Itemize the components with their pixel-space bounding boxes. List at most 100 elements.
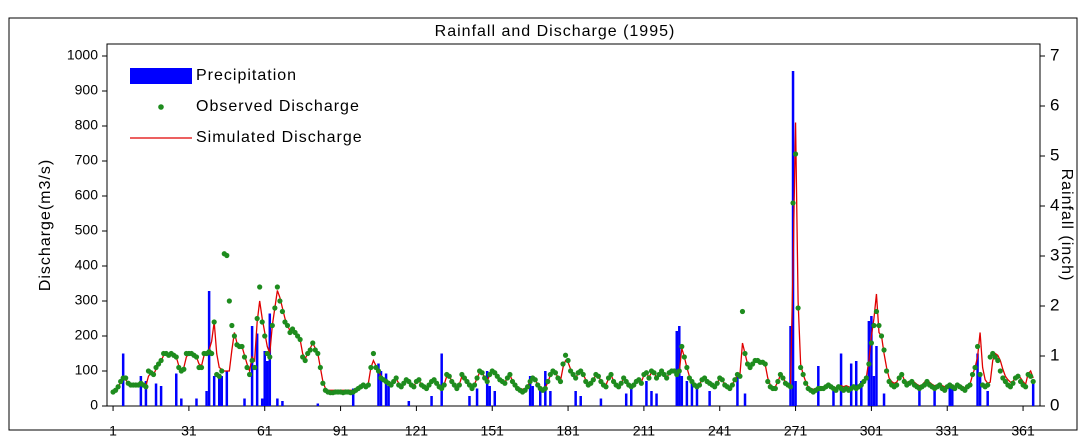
precipitation-bar: [708, 391, 711, 406]
x-tick-label: 331: [936, 423, 960, 439]
y-tick-label: 700: [75, 152, 99, 168]
y2-tick-label: 4: [1050, 195, 1059, 214]
precipitation-bar: [951, 388, 954, 406]
precipitation-bar: [379, 371, 383, 406]
observed-point: [284, 322, 291, 329]
x-tick-label: 211: [633, 423, 656, 439]
observed-point: [252, 364, 258, 371]
observed-point: [972, 364, 978, 371]
observed-point: [1015, 373, 1021, 379]
x-tick-label: 181: [556, 423, 580, 439]
precipitation-bar: [250, 326, 254, 406]
observed-point: [795, 305, 801, 311]
precipitation-bar: [260, 398, 264, 406]
observed-point: [231, 333, 237, 339]
y2-tick-label: 5: [1050, 145, 1059, 164]
observed-point: [969, 371, 976, 378]
observed-point: [977, 371, 983, 378]
observed-point: [866, 361, 872, 367]
precipitation-bar: [918, 386, 921, 406]
observed-point: [370, 350, 377, 357]
observed-point: [565, 357, 571, 364]
precipitation-bar: [1031, 381, 1035, 406]
observed-point: [772, 385, 778, 392]
x-tick-label: 61: [257, 423, 273, 439]
precipitation-bar: [263, 351, 266, 406]
observed-point: [272, 305, 278, 311]
observed-point: [1028, 373, 1034, 379]
precipitation-bar: [948, 383, 952, 406]
y2-tick-label: 1: [1050, 345, 1059, 364]
observed-point: [368, 364, 374, 371]
observed-point: [411, 384, 417, 390]
observed-point: [150, 371, 157, 378]
legend-swatch: [130, 68, 192, 84]
x-tick-label: 151: [481, 423, 505, 439]
precipitation-bar: [680, 376, 684, 406]
precipitation-bar: [978, 376, 982, 406]
observed-point: [502, 380, 508, 386]
observed-point: [542, 385, 548, 392]
observed-point: [899, 371, 905, 378]
observed-point: [798, 364, 804, 371]
y-tick-label: 600: [75, 187, 99, 203]
observed-point: [876, 322, 882, 329]
observed-point: [739, 308, 746, 315]
y2-tick-label: 7: [1050, 45, 1059, 64]
observed-point: [883, 368, 890, 374]
precipitation-bar: [695, 386, 699, 406]
precipitation-bar: [217, 378, 221, 406]
observed-point: [696, 382, 703, 388]
precipitation-bar: [870, 316, 873, 406]
precipitation-bar: [685, 381, 689, 406]
observed-point: [226, 298, 232, 304]
precipitation-bar: [933, 391, 936, 406]
observed-point: [676, 368, 682, 374]
observed-point: [729, 382, 735, 388]
observed-point: [471, 382, 478, 388]
observed-point: [873, 308, 880, 315]
precipitation-bar: [539, 391, 542, 406]
observed-point: [484, 378, 490, 385]
observed-point: [241, 354, 248, 360]
legend-label: Precipitation: [196, 67, 297, 84]
precipitation-bar: [655, 393, 658, 406]
x-tick-label: 121: [405, 423, 429, 439]
precipitation-bar: [195, 398, 198, 406]
observed-point: [115, 384, 121, 390]
plot-area: [110, 71, 1036, 406]
observed-point: [229, 322, 235, 329]
observed-point: [775, 378, 781, 385]
precipitation-bar: [276, 398, 279, 406]
observed-point: [868, 340, 874, 346]
precipitation-bar: [243, 398, 246, 406]
observed-point: [211, 319, 217, 325]
observed-point: [198, 364, 205, 371]
observed-point: [246, 371, 253, 378]
observed-point: [1010, 380, 1016, 386]
x-tick-label: 361: [1011, 423, 1035, 439]
observed-point: [277, 298, 283, 304]
observed-point: [267, 354, 273, 360]
precipitation-bar: [986, 391, 989, 406]
observed-point: [878, 333, 885, 339]
observed-point: [302, 357, 308, 364]
precipitation-bar: [205, 391, 208, 406]
precipitation-bar: [281, 401, 284, 406]
precipitation-bar: [384, 373, 388, 406]
observed-point: [474, 375, 480, 381]
observed-point: [320, 380, 326, 386]
precipitation-bar: [528, 376, 532, 406]
y2-tick-label: 2: [1050, 295, 1059, 314]
observed-point: [307, 347, 313, 353]
observed-point: [456, 382, 462, 388]
observed-point: [525, 384, 531, 390]
observed-point: [803, 380, 809, 386]
observed-point: [249, 357, 255, 364]
observed-point: [643, 370, 650, 376]
observed-point: [123, 375, 129, 381]
observed-point: [608, 371, 614, 378]
y-tick-label: 500: [75, 222, 99, 238]
precipitation-bar: [650, 391, 653, 406]
